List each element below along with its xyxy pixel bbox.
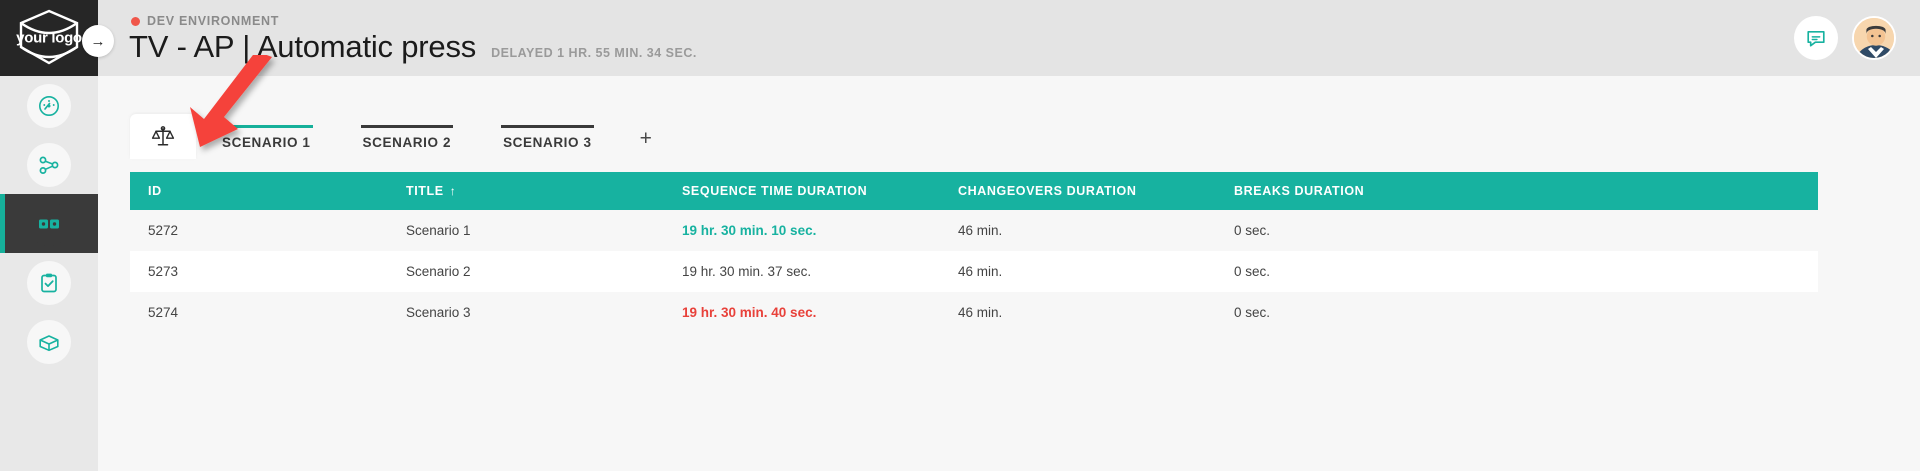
sidebar-item-inventory[interactable] [0,312,98,371]
cell-changeovers-duration: 46 min. [958,264,1003,279]
feedback-button[interactable] [1794,16,1838,60]
tab-indicator-bar [220,125,313,128]
tab-scenario-2[interactable]: SCENARIO 2 [337,114,478,159]
cell-sequence-duration: 19 hr. 30 min. 40 sec. [682,305,817,320]
tab-indicator-bar [501,125,594,128]
cell-title: Scenario 3 [406,305,471,320]
scenario-tabbar: SCENARIO 1 SCENARIO 2 SCENARIO 3 + [130,114,674,159]
table-row[interactable]: 5272 Scenario 1 19 hr. 30 min. 10 sec. 4… [130,210,1818,251]
cell-breaks-duration: 0 sec. [1234,264,1271,279]
chat-bubble-icon [1807,30,1825,47]
cell-id: 5272 [148,223,179,238]
tab-indicator-bar [360,125,454,128]
tab-label: SCENARIO 1 [222,135,311,150]
column-header-id[interactable]: ID [148,184,162,198]
open-box-icon [27,319,71,364]
sidebar-item-dashboard[interactable] [0,76,98,135]
sidebar-item-tasks[interactable] [0,253,98,312]
sidebar-item-workflow[interactable] [0,135,98,194]
page-header: DEV ENVIRONMENT TV - AP | Automatic pres… [98,0,1920,76]
avatar-icon [1854,18,1894,58]
sidebar: your logo → [0,0,114,471]
environment-label: DEV ENVIRONMENT [147,14,280,28]
scales-balance-icon [151,125,175,146]
node-graph-icon [27,142,71,187]
table-header-row: ID TITLE ↑ SEQUENCE TIME DURATION CHANGE… [130,172,1818,210]
content-area: SCENARIO 1 SCENARIO 2 SCENARIO 3 + ID TI [98,76,1920,471]
table-row[interactable]: 5273 Scenario 2 19 hr. 30 min. 37 sec. 4… [130,251,1818,292]
cell-changeovers-duration: 46 min. [958,305,1003,320]
hexagon-logo-icon: your logo [11,7,87,69]
cell-breaks-duration: 0 sec. [1234,223,1271,238]
cell-breaks-duration: 0 sec. [1234,305,1271,320]
column-header-breaks-duration[interactable]: BREAKS DURATION [1234,184,1365,198]
table-row[interactable]: 5274 Scenario 3 19 hr. 30 min. 40 sec. 4… [130,292,1818,333]
cell-title: Scenario 1 [406,223,471,238]
arrow-right-icon: → [90,32,106,50]
column-header-title[interactable]: TITLE ↑ [406,184,457,198]
sidebar-item-planning[interactable] [0,194,98,253]
logo-text: your logo [16,29,82,47]
cell-id: 5273 [148,264,179,279]
tab-label: SCENARIO 2 [362,135,452,150]
cell-id: 5274 [148,305,179,320]
cell-changeovers-duration: 46 min. [958,223,1003,238]
sidebar-expand-button[interactable]: → [82,25,114,57]
modules-icon [27,201,71,246]
tab-scenario-3[interactable]: SCENARIO 3 [477,114,618,159]
tab-comparison[interactable] [130,114,196,159]
delay-status-text: DELAYED 1 HR. 55 MIN. 34 SEC. [491,46,697,60]
cell-title: Scenario 2 [406,264,471,279]
tab-scenario-1[interactable]: SCENARIO 1 [196,114,337,159]
environment-status-dot [131,16,140,26]
title-row: TV - AP | Automatic press DELAYED 1 HR. … [129,29,697,65]
cell-sequence-duration: 19 hr. 30 min. 37 sec. [682,264,812,279]
page-title: TV - AP | Automatic press [129,29,477,64]
tab-label: SCENARIO 3 [503,135,592,150]
column-header-sequence-time-duration[interactable]: SEQUENCE TIME DURATION [682,184,868,198]
sidebar-nav [0,76,98,371]
header-actions [1794,16,1896,60]
environment-badge: DEV ENVIRONMENT [131,14,279,28]
logo-block[interactable]: your logo [0,0,98,76]
gauge-icon [27,83,71,128]
cell-sequence-duration: 19 hr. 30 min. 10 sec. [682,223,817,238]
column-header-changeovers-duration[interactable]: CHANGEOVERS DURATION [958,184,1137,198]
clipboard-check-icon [27,260,71,305]
sort-ascending-icon: ↑ [449,184,457,198]
scenarios-table: ID TITLE ↑ SEQUENCE TIME DURATION CHANGE… [130,172,1818,333]
plus-icon: + [639,127,652,150]
add-scenario-button[interactable]: + [618,114,674,159]
user-avatar[interactable] [1852,16,1896,60]
